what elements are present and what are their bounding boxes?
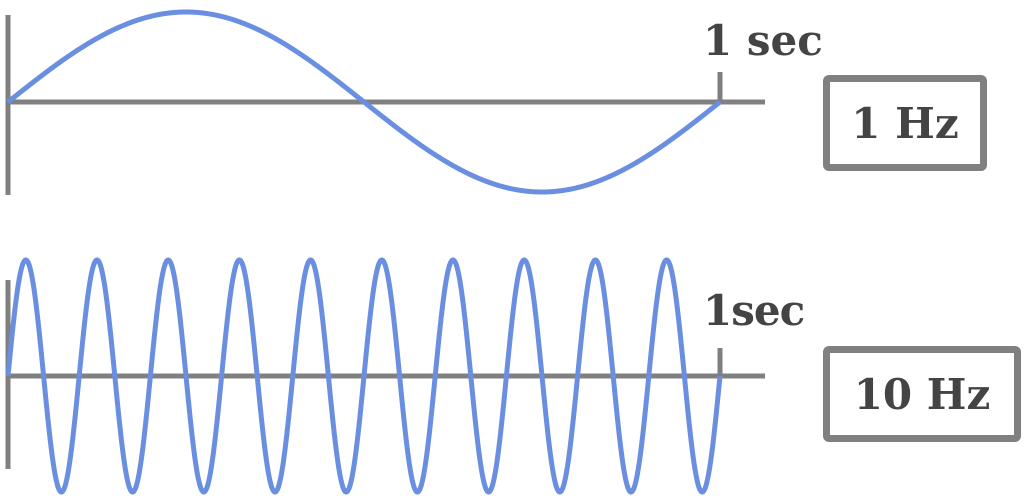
frequency-box-1hz: 1 Hz	[823, 75, 987, 171]
time-label-10hz: 1sec	[703, 286, 805, 335]
sine-wave-1hz	[6, 9, 722, 195]
time-label-1hz: 1 sec	[703, 16, 823, 65]
sine-wave-10hz	[5, 257, 723, 495]
panel-1hz	[5, 9, 765, 195]
frequency-box-10hz: 10 Hz	[823, 346, 1021, 442]
panel-10hz	[5, 257, 765, 495]
